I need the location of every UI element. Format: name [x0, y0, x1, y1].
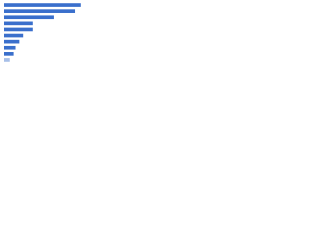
bar — [4, 27, 33, 32]
bar — [4, 58, 10, 62]
bar — [4, 52, 14, 56]
bar — [4, 15, 54, 20]
bar — [4, 39, 20, 44]
bar — [4, 9, 76, 13]
bar — [4, 33, 24, 38]
bar — [4, 45, 16, 50]
bar — [4, 3, 81, 7]
chart — [4, 3, 81, 62]
bar — [4, 21, 33, 26]
